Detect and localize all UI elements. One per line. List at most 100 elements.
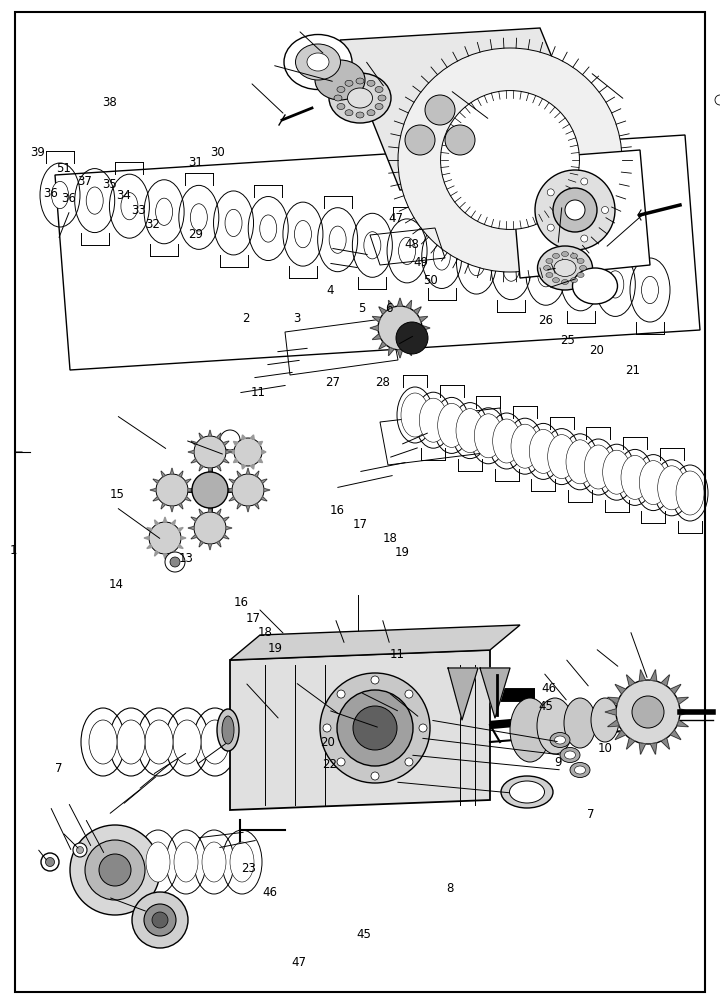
Polygon shape: [422, 325, 430, 331]
Polygon shape: [208, 430, 212, 436]
Text: 26: 26: [539, 314, 553, 327]
Circle shape: [601, 207, 608, 214]
Polygon shape: [217, 509, 221, 515]
Ellipse shape: [315, 60, 365, 100]
Polygon shape: [680, 709, 691, 715]
Text: 1: 1: [9, 544, 17, 556]
Ellipse shape: [603, 450, 631, 494]
Ellipse shape: [537, 698, 573, 754]
Polygon shape: [199, 509, 204, 515]
Polygon shape: [150, 488, 156, 492]
Ellipse shape: [41, 853, 59, 871]
Circle shape: [99, 854, 131, 886]
Polygon shape: [199, 433, 204, 439]
Text: 20: 20: [320, 736, 335, 750]
Polygon shape: [161, 503, 166, 509]
Polygon shape: [191, 517, 197, 521]
Ellipse shape: [345, 80, 353, 86]
Polygon shape: [258, 441, 263, 446]
Polygon shape: [144, 536, 149, 540]
Ellipse shape: [294, 221, 312, 248]
Polygon shape: [448, 668, 478, 720]
Text: 49: 49: [414, 255, 428, 268]
Polygon shape: [230, 650, 490, 810]
Polygon shape: [258, 458, 263, 463]
Ellipse shape: [337, 87, 345, 93]
Circle shape: [396, 322, 428, 354]
Polygon shape: [262, 450, 266, 454]
Circle shape: [445, 125, 475, 155]
Circle shape: [441, 91, 580, 229]
Polygon shape: [185, 479, 191, 483]
Ellipse shape: [550, 732, 570, 748]
Text: 32: 32: [145, 219, 160, 232]
Ellipse shape: [510, 698, 550, 762]
Polygon shape: [608, 697, 619, 704]
Circle shape: [156, 474, 188, 506]
Ellipse shape: [145, 720, 173, 764]
Ellipse shape: [375, 87, 383, 93]
Polygon shape: [178, 545, 183, 548]
Text: 39: 39: [30, 145, 45, 158]
Polygon shape: [171, 520, 176, 525]
Polygon shape: [379, 342, 387, 349]
Polygon shape: [677, 720, 688, 727]
Ellipse shape: [546, 258, 553, 263]
Text: 8: 8: [446, 882, 454, 895]
Circle shape: [232, 474, 264, 506]
Text: 45: 45: [356, 929, 371, 942]
Text: 31: 31: [189, 155, 203, 168]
Ellipse shape: [621, 455, 649, 499]
Circle shape: [149, 522, 181, 554]
Text: 30: 30: [210, 145, 225, 158]
Ellipse shape: [570, 253, 577, 258]
Polygon shape: [155, 520, 158, 525]
Polygon shape: [188, 488, 194, 492]
Ellipse shape: [544, 265, 551, 270]
Polygon shape: [261, 497, 267, 501]
Circle shape: [220, 430, 240, 450]
Polygon shape: [626, 675, 635, 686]
Ellipse shape: [419, 398, 447, 442]
Text: 46: 46: [541, 682, 556, 694]
Polygon shape: [413, 342, 421, 349]
Circle shape: [419, 724, 427, 732]
Polygon shape: [223, 535, 229, 539]
Ellipse shape: [399, 237, 415, 264]
Ellipse shape: [580, 265, 587, 270]
Text: 27: 27: [325, 375, 340, 388]
Circle shape: [553, 188, 597, 232]
Polygon shape: [208, 506, 212, 512]
Circle shape: [170, 557, 180, 567]
Text: 10: 10: [598, 742, 612, 754]
Text: 17: 17: [246, 611, 261, 624]
Text: 13: 13: [179, 552, 193, 564]
Ellipse shape: [45, 857, 55, 866]
Ellipse shape: [562, 279, 569, 284]
Polygon shape: [217, 541, 221, 547]
Polygon shape: [163, 517, 166, 522]
Polygon shape: [147, 528, 152, 531]
Polygon shape: [639, 670, 646, 681]
Polygon shape: [155, 551, 158, 556]
Polygon shape: [217, 433, 221, 439]
Ellipse shape: [284, 34, 352, 90]
Ellipse shape: [173, 720, 201, 764]
Polygon shape: [389, 300, 394, 309]
Circle shape: [405, 125, 435, 155]
Circle shape: [337, 690, 413, 766]
Circle shape: [371, 772, 379, 780]
Circle shape: [632, 696, 664, 728]
Ellipse shape: [329, 226, 346, 253]
Polygon shape: [615, 684, 626, 694]
Circle shape: [616, 680, 680, 744]
Ellipse shape: [564, 698, 596, 748]
Circle shape: [85, 840, 145, 900]
Polygon shape: [208, 468, 212, 474]
Text: 9: 9: [554, 756, 562, 768]
Text: 19: 19: [268, 642, 282, 654]
Ellipse shape: [492, 419, 521, 463]
Ellipse shape: [76, 846, 84, 854]
Circle shape: [234, 438, 262, 466]
Polygon shape: [237, 503, 241, 509]
